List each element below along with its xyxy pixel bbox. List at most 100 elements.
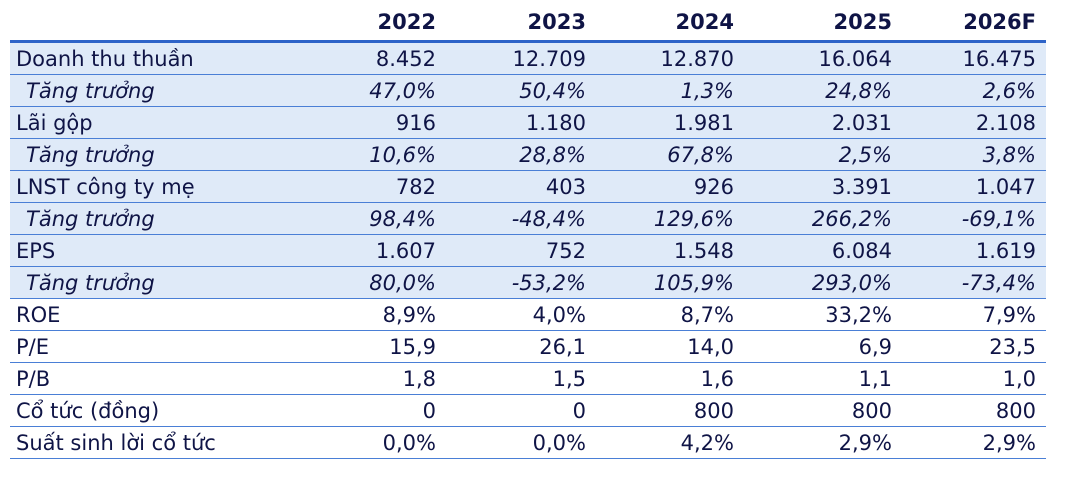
header-cell-2023: 2023 xyxy=(527,10,586,34)
header-cell-2026f: 2026F xyxy=(963,10,1036,34)
row-value-cell: 1.607 xyxy=(375,238,436,263)
row-value-cell: 1,0 xyxy=(1002,366,1036,391)
table-row: LNST công ty mẹ 782 403 926 3.391 1.047 xyxy=(10,171,1046,203)
row-value-cell: 2,5% xyxy=(838,142,892,167)
row-label: Cổ tức (đồng) xyxy=(16,398,160,423)
row-value-cell: 1.619 xyxy=(975,238,1036,263)
row-value-cell: 403 xyxy=(545,174,586,199)
row-value-cell: 4,0% xyxy=(532,302,586,327)
table-row: P/B 1,8 1,5 1,6 1,1 1,0 xyxy=(10,363,1046,395)
row-value-cell: 12.870 xyxy=(660,46,734,71)
row-value-cell: 16.475 xyxy=(962,46,1036,71)
row-value-cell: 14,0 xyxy=(687,334,734,359)
row-label: Tăng trưởng xyxy=(26,78,155,103)
row-value-cell: 2,9% xyxy=(982,430,1036,455)
row-value-cell: 1,8 xyxy=(402,366,436,391)
row-value-cell: 0,0% xyxy=(532,430,586,455)
row-value-cell: -73,4% xyxy=(961,270,1036,295)
row-value-cell: 15,9 xyxy=(389,334,436,359)
table-row: Lãi gộp 916 1.180 1.981 2.031 2.108 xyxy=(10,107,1046,139)
row-value-cell: 0 xyxy=(572,398,586,423)
row-value-cell: 23,5 xyxy=(989,334,1036,359)
row-value-cell: 0 xyxy=(422,398,436,423)
row-value-cell: 26,1 xyxy=(539,334,586,359)
row-value-cell: 2.108 xyxy=(975,110,1036,135)
row-label: Tăng trưởng xyxy=(26,142,155,167)
row-value-cell: 266,2% xyxy=(811,206,892,231)
table-row: ROE 8,9% 4,0% 8,7% 33,2% 7,9% xyxy=(10,299,1046,331)
row-value-cell: 782 xyxy=(395,174,436,199)
row-label: Doanh thu thuần xyxy=(16,46,194,71)
row-value-cell: 752 xyxy=(545,238,586,263)
row-value-cell: 6.084 xyxy=(831,238,892,263)
row-value-cell: 1.047 xyxy=(975,174,1036,199)
table-row: Tăng trưởng 10,6% 28,8% 67,8% 2,5% 3,8% xyxy=(10,139,1046,171)
row-label: ROE xyxy=(16,302,61,327)
header-cell-2024: 2024 xyxy=(675,10,734,34)
row-value-cell: 1,1 xyxy=(858,366,892,391)
row-value-cell: 4,2% xyxy=(680,430,734,455)
row-label: LNST công ty mẹ xyxy=(16,174,195,199)
row-value-cell: 1,3% xyxy=(680,78,734,103)
row-value-cell: 0,0% xyxy=(382,430,436,455)
row-value-cell: 7,9% xyxy=(982,302,1036,327)
row-value-cell: 1.981 xyxy=(673,110,734,135)
row-value-cell: 800 xyxy=(995,398,1036,423)
row-value-cell: 800 xyxy=(693,398,734,423)
row-label: Tăng trưởng xyxy=(26,206,155,231)
row-value-cell: 3.391 xyxy=(831,174,892,199)
header-cell-2025: 2025 xyxy=(833,10,892,34)
row-value-cell: 24,8% xyxy=(825,78,892,103)
row-value-cell: 8.452 xyxy=(375,46,436,71)
row-value-cell: 98,4% xyxy=(369,206,436,231)
row-value-cell: 8,9% xyxy=(382,302,436,327)
table-row: Suất sinh lời cổ tức 0,0% 0,0% 4,2% 2,9% 2,9% xyxy=(10,427,1046,459)
row-value-cell: 3,8% xyxy=(982,142,1036,167)
row-value-cell: -69,1% xyxy=(961,206,1036,231)
table-row: EPS 1.607 752 1.548 6.084 1.619 xyxy=(10,235,1046,267)
row-label: Tăng trưởng xyxy=(26,270,155,295)
row-value-cell: 28,8% xyxy=(519,142,586,167)
row-value-cell: 2,6% xyxy=(982,78,1036,103)
row-label: P/E xyxy=(16,334,50,359)
row-value-cell: 105,9% xyxy=(653,270,734,295)
row-value-cell: 12.709 xyxy=(512,46,586,71)
row-value-cell: 129,6% xyxy=(653,206,734,231)
row-value-cell: 916 xyxy=(395,110,436,135)
row-value-cell: 67,8% xyxy=(667,142,734,167)
row-value-cell: -53,2% xyxy=(511,270,586,295)
row-value-cell: 2,9% xyxy=(838,430,892,455)
table-row: Cổ tức (đồng) 0 0 800 800 800 xyxy=(10,395,1046,427)
table-row: Tăng trưởng 98,4% -48,4% 129,6% 266,2% -69,1% xyxy=(10,203,1046,235)
row-value-cell: 50,4% xyxy=(519,78,586,103)
row-value-cell: 10,6% xyxy=(369,142,436,167)
row-value-cell: 6,9 xyxy=(858,334,892,359)
row-value-cell: 1.180 xyxy=(525,110,586,135)
row-value-cell: 8,7% xyxy=(680,302,734,327)
table-header-row: 2022 2023 2024 2025 2026F xyxy=(10,4,1046,43)
table-row: Tăng trưởng 47,0% 50,4% 1,3% 24,8% 2,6% xyxy=(10,75,1046,107)
row-value-cell: 800 xyxy=(851,398,892,423)
header-cell-2022: 2022 xyxy=(377,10,436,34)
table-row: Tăng trưởng 80,0% -53,2% 105,9% 293,0% -73,4% xyxy=(10,267,1046,299)
row-value-cell: 293,0% xyxy=(811,270,892,295)
row-value-cell: 47,0% xyxy=(369,78,436,103)
row-label: EPS xyxy=(16,238,56,263)
row-value-cell: 1,5 xyxy=(552,366,586,391)
row-value-cell: 1,6 xyxy=(700,366,734,391)
row-value-cell: 2.031 xyxy=(831,110,892,135)
row-label: Suất sinh lời cổ tức xyxy=(16,430,216,455)
table-row: Doanh thu thuần 8.452 12.709 12.870 16.064 16… xyxy=(10,43,1046,75)
row-value-cell: 1.548 xyxy=(673,238,734,263)
financial-summary-table: 2022 2023 2024 2025 2026F Doanh thu thuầ… xyxy=(10,4,1046,459)
table-body: Doanh thu thuần 8.452 12.709 12.870 16.064 16… xyxy=(10,43,1046,459)
row-value-cell: 33,2% xyxy=(825,302,892,327)
row-value-cell: 16.064 xyxy=(818,46,892,71)
row-value-cell: 926 xyxy=(693,174,734,199)
row-label: Lãi gộp xyxy=(16,110,93,135)
row-value-cell: 80,0% xyxy=(369,270,436,295)
row-label: P/B xyxy=(16,366,51,391)
row-value-cell: -48,4% xyxy=(511,206,586,231)
table-row: P/E 15,9 26,1 14,0 6,9 23,5 xyxy=(10,331,1046,363)
